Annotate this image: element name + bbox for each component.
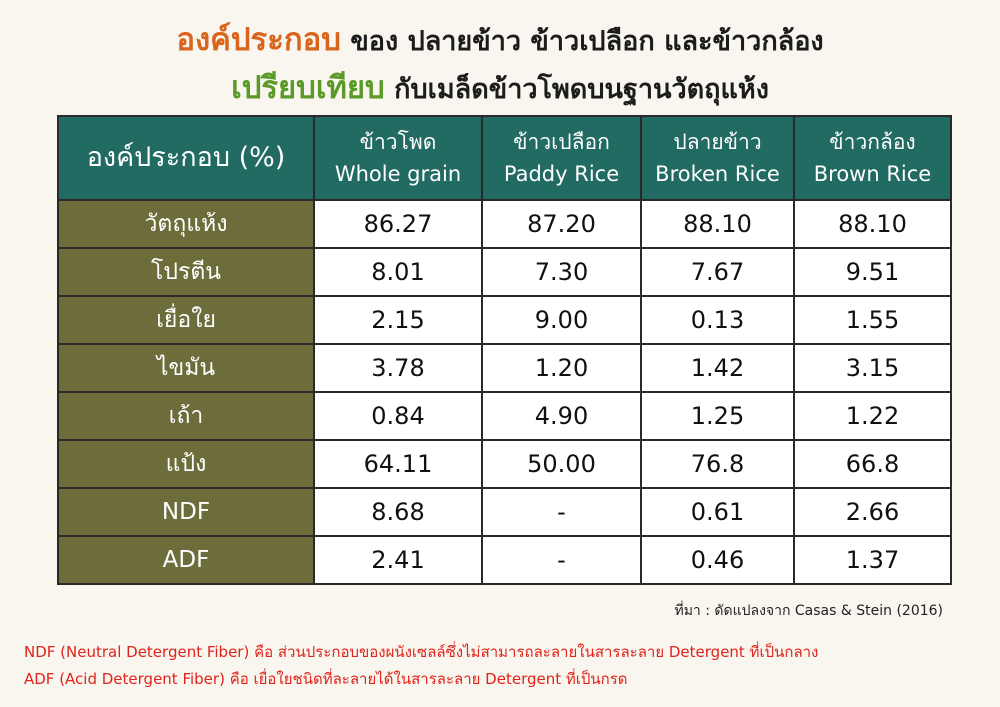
cell: 2.41 xyxy=(313,535,483,585)
table-row: ไขมัน 3.78 1.20 1.42 3.15 xyxy=(57,343,952,393)
column-header: ข้าวกล้อง Brown Rice xyxy=(793,115,952,201)
source: ที่มา : ดัดแปลงจาก Casas & Stein (2016) xyxy=(674,603,943,619)
column-header-thai: ข้าวโพด xyxy=(359,130,437,154)
cell: 76.8 xyxy=(640,439,795,489)
cell: 1.55 xyxy=(793,295,952,345)
cell: 0.13 xyxy=(640,295,795,345)
header-row: องค์ประกอบ (%) ข้าวโพด Whole grain ข้าวเปลื… xyxy=(57,115,952,201)
row-label: NDF xyxy=(57,487,315,537)
cell: 1.37 xyxy=(793,535,952,585)
cell: 66.8 xyxy=(793,439,952,489)
note: ADF (Acid Detergent Fiber) คือ เยื่อใยชน… xyxy=(24,670,628,688)
cell: - xyxy=(481,535,642,585)
cell: 9.00 xyxy=(481,295,642,345)
row-label: โปรตีน xyxy=(57,247,315,297)
column-header: ข้าวเปลือก Paddy Rice xyxy=(481,115,642,201)
cell: 88.10 xyxy=(640,199,795,249)
table-row: วัตถุแห้ง 86.27 87.20 88.10 88.10 xyxy=(57,199,952,249)
cell: 7.30 xyxy=(481,247,642,297)
cell: 2.15 xyxy=(313,295,483,345)
data-table: องค์ประกอบ (%) ข้าวโพด Whole grain ข้าวเปลื… xyxy=(57,115,952,585)
row-label: ADF xyxy=(57,535,315,585)
cell: 1.20 xyxy=(481,343,642,393)
table-row: NDF 8.68-0.61 2.66 xyxy=(57,487,952,537)
table-row: แป้ง 64.11 50.00 76.8 66.8 xyxy=(57,439,952,489)
table-row: ADF 2.41-0.46 1.37 xyxy=(57,535,952,585)
cell: 1.25 xyxy=(640,391,795,441)
cell: 3.15 xyxy=(793,343,952,393)
cell: - xyxy=(481,487,642,537)
column-header: องค์ประกอบ (%) xyxy=(57,115,315,201)
subtitle: เปรียบเทียบ กับเมล็ดข้าวโพดบนฐานวัตถุแห้… xyxy=(0,62,1000,112)
cell: 0.61 xyxy=(640,487,795,537)
note: NDF (Neutral Detergent Fiber) คือ ส่วนปร… xyxy=(24,643,819,661)
cell: 8.01 xyxy=(313,247,483,297)
table-row: เยื่อใย 2.15 9.00 0.13 1.55 xyxy=(57,295,952,345)
cell: 4.90 xyxy=(481,391,642,441)
cell: 0.46 xyxy=(640,535,795,585)
table-body: วัตถุแห้ง 86.27 87.20 88.10 88.10 โปรตีน 8.01 7… xyxy=(57,199,952,585)
column-header-thai: ปลายข้าว xyxy=(673,130,762,154)
cell: 3.78 xyxy=(313,343,483,393)
cell: 2.66 xyxy=(793,487,952,537)
cell: 87.20 xyxy=(481,199,642,249)
table-row: โปรตีน 8.01 7.30 7.67 9.51 xyxy=(57,247,952,297)
column-header: ข้าวโพด Whole grain xyxy=(313,115,483,201)
row-label: ไขมัน xyxy=(57,343,315,393)
cell: 8.68 xyxy=(313,487,483,537)
cell: 1.22 xyxy=(793,391,952,441)
cell: 88.10 xyxy=(793,199,952,249)
column-header-thai: ข้าวเปลือก xyxy=(513,130,610,154)
cell: 9.51 xyxy=(793,247,952,297)
subtitle-text: กับเมล็ดข้าวโพดบนฐานวัตถุแห้ง xyxy=(394,74,769,105)
row-label: เถ้า xyxy=(57,391,315,441)
column-header-thai: ข้าวกล้อง xyxy=(829,130,916,154)
cell: 64.11 xyxy=(313,439,483,489)
column-header-english: Brown Rice xyxy=(813,162,932,186)
column-header-english: Whole grain xyxy=(334,162,462,186)
cell: 86.27 xyxy=(313,199,483,249)
title: องค์ประกอบ ของ ปลายข้าว ข้าวเปลือก และข้… xyxy=(0,14,1000,64)
cell: 50.00 xyxy=(481,439,642,489)
title-text: ของ ปลายข้าว ข้าวเปลือก และข้าวกล้อง xyxy=(350,26,824,57)
subtitle-highlight: เปรียบเทียบ xyxy=(231,70,385,106)
column-header: ปลายข้าว Broken Rice xyxy=(640,115,795,201)
row-label: วัตถุแห้ง xyxy=(57,199,315,249)
title-highlight: องค์ประกอบ xyxy=(176,22,341,58)
row-label: เยื่อใย xyxy=(57,295,315,345)
cell: 1.42 xyxy=(640,343,795,393)
column-header-english: Paddy Rice xyxy=(503,162,620,186)
row-label: แป้ง xyxy=(57,439,315,489)
column-header-english: Broken Rice xyxy=(655,162,780,186)
cell: 0.84 xyxy=(313,391,483,441)
cell: 7.67 xyxy=(640,247,795,297)
table-row: เถ้า 0.84 4.90 1.25 1.22 xyxy=(57,391,952,441)
column-header-thai: องค์ประกอบ (%) xyxy=(86,142,286,173)
